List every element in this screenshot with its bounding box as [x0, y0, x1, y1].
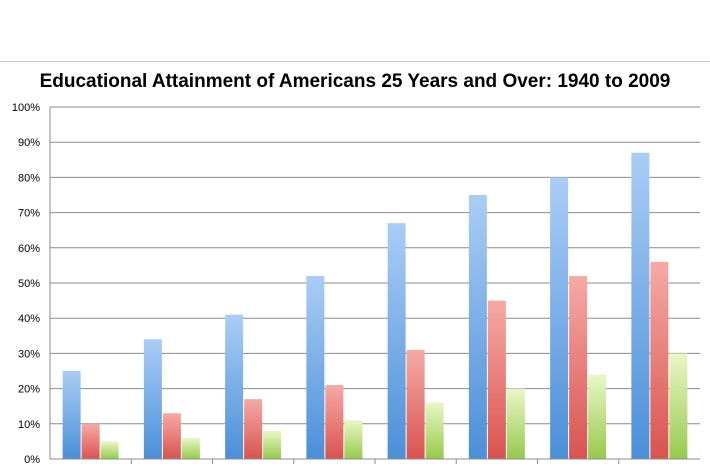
y-tick-label: 50%	[18, 278, 40, 290]
bar-series-1	[468, 195, 487, 459]
bar-series-2	[487, 300, 506, 459]
y-tick-label: 60%	[18, 243, 40, 255]
bar-series-2	[244, 399, 263, 459]
bar-series-3	[669, 353, 688, 459]
bar-series-3	[263, 430, 282, 459]
bar-series-2	[325, 385, 344, 459]
y-tick-label: 90%	[18, 137, 40, 149]
bar-series-3	[181, 437, 200, 459]
bar-series-1	[550, 177, 569, 459]
y-tick-label: 0%	[24, 454, 40, 466]
bar-series-1	[225, 314, 244, 459]
bar-series-3	[506, 388, 525, 459]
bar-series-1	[143, 339, 162, 459]
top-divider	[0, 61, 710, 62]
bar-series-2	[81, 423, 100, 459]
bar-series-1	[62, 371, 81, 459]
bar-series-1	[306, 275, 325, 459]
y-tick-label: 70%	[18, 208, 40, 220]
y-tick-label: 30%	[18, 348, 40, 360]
bar-series-2	[406, 349, 425, 459]
bar-series-3	[344, 420, 363, 459]
axes: 0% 10% 20% 30% 40% 50% 60% 70% 80% 90% 100%	[12, 102, 700, 466]
bar-series-2	[650, 261, 669, 459]
y-tick-label: 10%	[18, 419, 40, 431]
chart-title: Educational Attainment of Americans 25 Y…	[39, 71, 671, 92]
bar-series-2	[569, 275, 588, 459]
bars	[62, 152, 688, 459]
bar-series-2	[162, 413, 181, 459]
bar-series-3	[588, 374, 607, 459]
y-tick-label: 80%	[18, 172, 40, 184]
bar-series-3	[100, 441, 119, 459]
bar-series-3	[425, 402, 444, 459]
bar-series-1	[631, 152, 650, 459]
y-tick-label: 40%	[18, 313, 40, 325]
bar-series-1	[387, 223, 406, 459]
y-tick-label: 20%	[18, 384, 40, 396]
y-tick-label: 100%	[12, 102, 40, 114]
